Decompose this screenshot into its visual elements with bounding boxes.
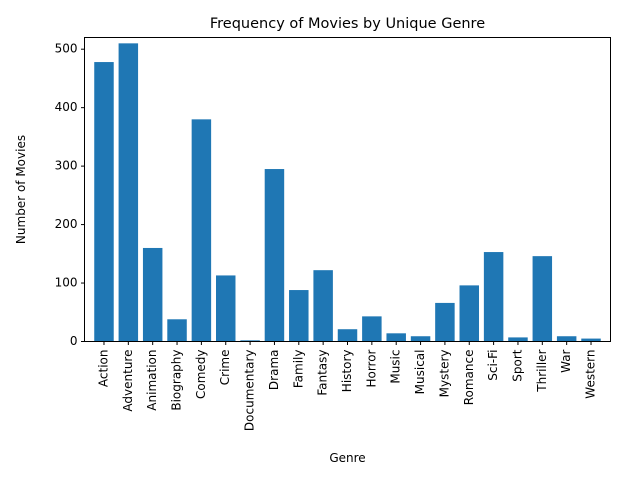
x-tick-label-western: Western xyxy=(584,350,598,399)
bar-drama xyxy=(264,169,285,342)
x-tick-label-biography: Biography xyxy=(170,350,184,411)
bar-adventure xyxy=(118,43,139,342)
x-tick-label-music: Music xyxy=(389,350,403,384)
bar-war xyxy=(556,336,577,342)
bar-animation xyxy=(142,247,163,342)
bar-musical xyxy=(410,336,431,342)
x-tick-label-war: War xyxy=(559,349,573,372)
y-tick-label: 500 xyxy=(55,42,78,56)
y-tick-label: 300 xyxy=(55,159,78,173)
x-tick-label-mystery: Mystery xyxy=(437,350,451,398)
bar-western xyxy=(581,338,601,342)
x-axis: Action Adventure Animation Biography Comedy C… xyxy=(96,341,598,432)
plot-frame xyxy=(84,37,611,342)
bar-romance xyxy=(459,285,479,342)
y-axis-label: Number of Movies xyxy=(14,135,28,244)
x-tick-label-action: Action xyxy=(96,350,110,388)
bar-thriller xyxy=(532,256,553,342)
x-axis-label: Genre xyxy=(329,451,365,465)
x-tick-label-crime: Crime xyxy=(218,350,232,386)
x-tick-label-comedy: Comedy xyxy=(194,350,208,400)
x-tick-label-animation: Animation xyxy=(145,350,159,411)
y-axis: 0 100 200 300 400 500 xyxy=(55,42,85,348)
y-tick-label: 400 xyxy=(55,100,78,114)
bar-documentary xyxy=(240,340,260,342)
x-tick-label-musical: Musical xyxy=(413,350,427,395)
bar-music xyxy=(386,333,406,342)
bars-group xyxy=(94,43,601,342)
x-tick-label-sci-fi: Sci-Fi xyxy=(486,350,500,381)
bar-action xyxy=(94,62,114,342)
x-tick-label-thriller: Thriller xyxy=(535,349,549,392)
bar-horror xyxy=(362,316,382,342)
bar-fantasy xyxy=(313,270,333,342)
y-tick-label: 100 xyxy=(55,276,78,290)
x-tick-label-documentary: Documentary xyxy=(243,350,257,432)
x-tick-label-romance: Romance xyxy=(462,350,476,406)
x-tick-label-drama: Drama xyxy=(267,350,281,391)
bar-comedy xyxy=(191,119,212,342)
x-tick-label-adventure: Adventure xyxy=(121,350,135,412)
x-tick-label-history: History xyxy=(340,350,354,393)
y-tick-label: 0 xyxy=(70,334,78,348)
bar-biography xyxy=(167,319,187,342)
bar-crime xyxy=(216,275,236,342)
bar-family xyxy=(289,290,309,342)
bar-sci-fi xyxy=(483,252,504,342)
chart-title: Frequency of Movies by Unique Genre xyxy=(210,16,485,32)
x-tick-label-horror: Horror xyxy=(364,349,378,387)
bar-mystery xyxy=(435,302,455,342)
y-tick-label: 200 xyxy=(55,217,78,231)
x-tick-label-sport: Sport xyxy=(510,349,524,382)
x-tick-label-fantasy: Fantasy xyxy=(316,350,330,396)
bar-sport xyxy=(508,337,528,342)
bar-history xyxy=(337,329,358,342)
x-tick-label-family: Family xyxy=(291,350,305,389)
